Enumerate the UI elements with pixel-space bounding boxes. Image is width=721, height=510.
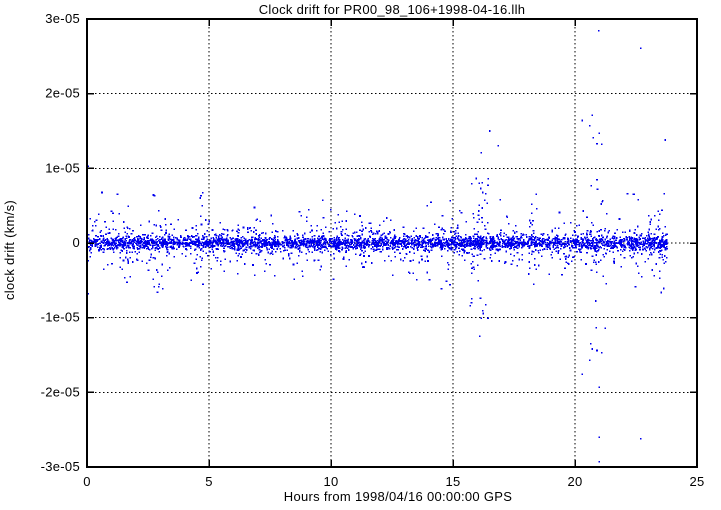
chart-title: Clock drift for PR00_98_106+1998-04-16.l… bbox=[259, 2, 526, 17]
x-tick-label: 0 bbox=[83, 474, 91, 489]
x-tick-label: 25 bbox=[689, 474, 704, 489]
axis-ticks bbox=[86, 18, 698, 468]
y-axis-label: clock drift (km/s) bbox=[2, 200, 17, 300]
scatter-points bbox=[87, 30, 668, 463]
y-tick-label: 3e-05 bbox=[45, 11, 80, 26]
x-tick-label: 20 bbox=[567, 474, 582, 489]
y-tick-label: 1e-05 bbox=[45, 160, 80, 175]
x-tick-label: 10 bbox=[323, 474, 338, 489]
y-tick-label: -3e-05 bbox=[41, 459, 80, 474]
y-tick-label: 0 bbox=[72, 235, 80, 250]
y-tick-label: 2e-05 bbox=[45, 86, 80, 101]
y-tick-label: -1e-05 bbox=[41, 310, 80, 325]
x-axis-label: Hours from 1998/04/16 00:00:00 GPS bbox=[284, 489, 512, 504]
data-points bbox=[87, 30, 668, 463]
x-tick-label: 15 bbox=[445, 474, 460, 489]
x-tick-label: 5 bbox=[205, 474, 213, 489]
y-tick-label: -2e-05 bbox=[41, 384, 80, 399]
tick-labels: 0 5 10 15 20 25 -3e-05 -2e-05 -1e-05 0 1e-05 2e-05 3… bbox=[41, 11, 705, 489]
